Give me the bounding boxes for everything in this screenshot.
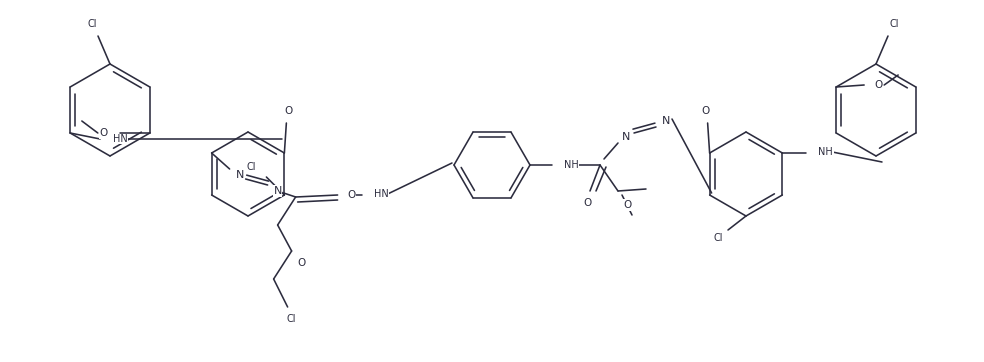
Text: O: O [584, 198, 592, 208]
Text: Cl: Cl [88, 19, 96, 29]
Text: O: O [99, 128, 108, 138]
Text: N: N [235, 170, 244, 180]
Text: O: O [347, 190, 356, 200]
Text: N: N [622, 132, 630, 142]
Text: NH: NH [819, 147, 833, 157]
Text: Cl: Cl [247, 162, 257, 172]
Text: HN: HN [113, 134, 128, 144]
Text: N: N [662, 116, 670, 126]
Text: Cl: Cl [713, 233, 723, 243]
Text: O: O [297, 258, 306, 268]
Text: HN: HN [374, 189, 389, 199]
Text: O: O [702, 106, 709, 116]
Text: O: O [624, 200, 632, 210]
Text: Cl: Cl [287, 314, 296, 324]
Text: O: O [284, 106, 292, 116]
Text: O: O [874, 80, 883, 90]
Text: Cl: Cl [890, 19, 898, 29]
Text: NH: NH [564, 160, 579, 170]
Text: N: N [274, 186, 281, 196]
